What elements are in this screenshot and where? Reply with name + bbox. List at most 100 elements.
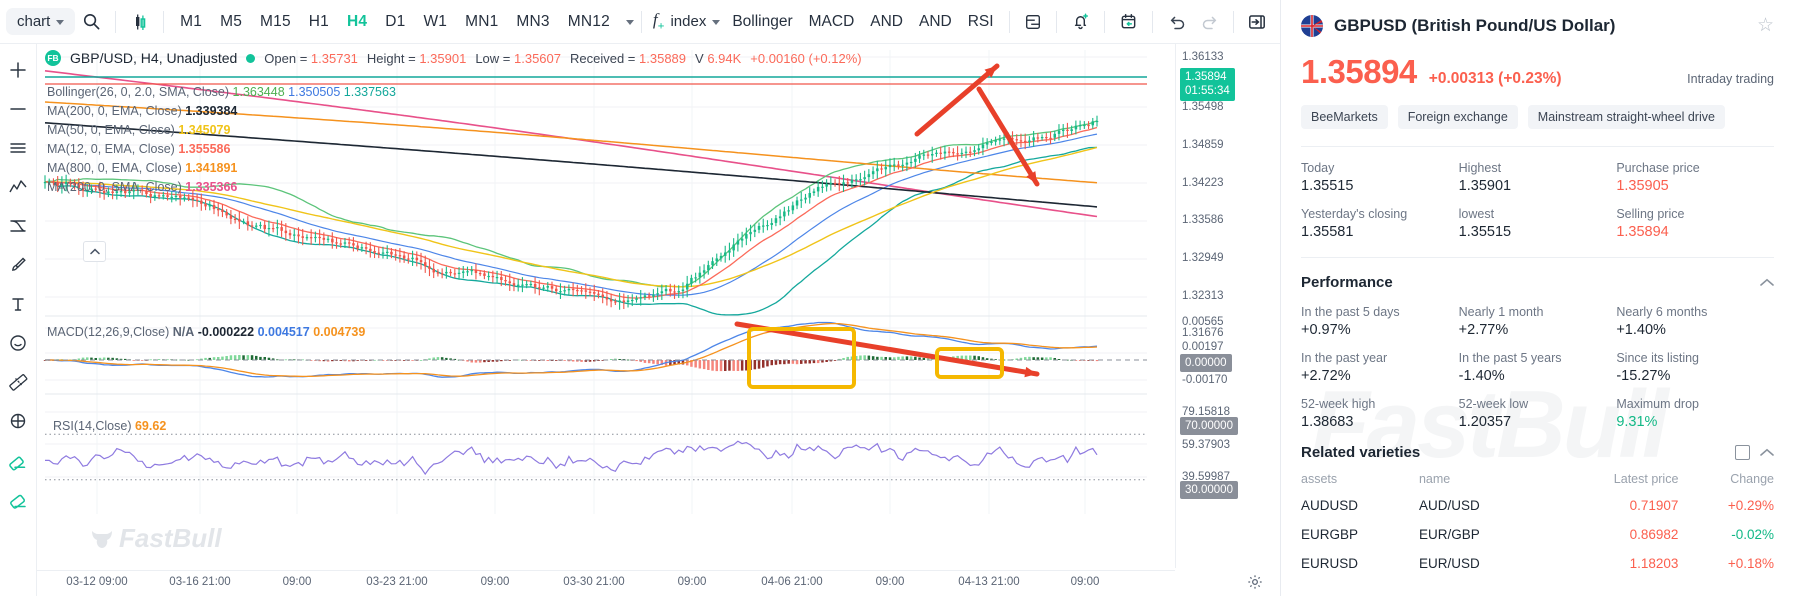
x-tick-1: 03-16 21:00 (169, 576, 231, 588)
chevron-up-icon (89, 248, 100, 255)
candlestick-icon[interactable] (123, 5, 156, 39)
legend-macd[interactable]: MACD(12,26,9,Close) N/A -0.000222 0.0045… (47, 325, 365, 339)
drawing-tool-rail (0, 44, 37, 596)
legend-macd-na: N/A (172, 325, 195, 339)
measure-icon[interactable] (5, 370, 31, 394)
horizontal-line-icon[interactable] (5, 97, 31, 121)
panel-intraday-label: Intraday trading (1687, 72, 1774, 86)
ohlc-high-label: Height = (366, 50, 420, 66)
emoji-icon[interactable] (5, 331, 31, 355)
legend-macd-hist: -0.000222 (197, 325, 255, 339)
table-row[interactable]: AUDUSD AUD/USD 0.71907 +0.29% (1301, 491, 1774, 520)
timeframe-h1[interactable]: H1 (308, 12, 329, 30)
timeframe-more-chevron-icon[interactable] (625, 20, 634, 25)
brush-icon[interactable] (5, 253, 31, 277)
quote-yesterday-label: Yesterday's closing (1301, 207, 1408, 221)
row-0-assets: AUDUSD (1301, 498, 1359, 513)
legend-ma200ema-name: MA(200, 0, EMA, Close) (47, 104, 182, 118)
time-axis[interactable]: 03-12 09:00 03-16 21:00 09:00 03-23 21:0… (37, 570, 1175, 596)
current-price-badge: 1.35894 01:55:34 (1180, 68, 1235, 101)
lock-icon[interactable] (5, 487, 31, 511)
perf-1-month: Nearly 1 month +2.77% (1459, 305, 1617, 338)
legend-ma-12-ema[interactable]: MA(12, 0, EMA, Close) 1.355586 (47, 142, 230, 156)
search-icon[interactable] (75, 5, 108, 39)
timeframe-d1[interactable]: D1 (385, 12, 406, 30)
perf-since-listing-value: -15.27% (1616, 368, 1671, 384)
indicator-bollinger[interactable]: Bollinger (732, 12, 793, 30)
legend-bollinger[interactable]: Bollinger(26, 0, 2.0, SMA, Close) 1.3634… (47, 85, 396, 99)
crosshair-icon[interactable] (5, 58, 31, 82)
alert-bell-icon[interactable] (1064, 5, 1097, 39)
indicator-and-2[interactable]: AND (919, 12, 952, 30)
timeframe-mn3[interactable]: MN3 (516, 12, 550, 30)
timeframe-m15[interactable]: M15 (260, 12, 291, 30)
legend-ma200sma-name: MA(200, 0, SMA, Close) (47, 180, 182, 194)
legend-ma-50-ema[interactable]: MA(50, 0, EMA, Close) 1.345079 (47, 123, 230, 137)
chart-canvas[interactable]: FastBull FB GBP/USD, H4, Unadjusted Open… (37, 44, 1280, 596)
rsi-tick-0: 79.15818 (1182, 406, 1230, 418)
perf-since-listing: Since its listing -15.27% (1616, 351, 1774, 384)
legend-rsi[interactable]: RSI(14,Close) 69.62 (53, 419, 166, 433)
fastbull-logo-text: FastBull (119, 523, 222, 553)
tag-mainstream[interactable]: Mainstream straight-wheel drive (1527, 105, 1725, 129)
row-1-price: 0.86982 (1629, 527, 1679, 542)
quote-lowest: lowest 1.35515 (1459, 207, 1617, 240)
collapse-panel-icon[interactable] (1241, 5, 1274, 39)
magnet-icon[interactable] (5, 409, 31, 433)
table-row[interactable]: EURUSD EUR/USD 1.18203 +0.18% (1301, 549, 1774, 578)
ohlc-low: Low = 1.35607 (475, 51, 561, 66)
chart-plot[interactable] (37, 44, 1175, 596)
fib-retracement-icon[interactable] (5, 214, 31, 238)
undo-icon[interactable] (1160, 5, 1193, 39)
legend-ma50-value: 1.345079 (178, 123, 231, 137)
ohlc-volume: V 6.94K (695, 51, 741, 66)
collapse-legend-button[interactable] (83, 241, 106, 262)
tag-foreign-exchange[interactable]: Foreign exchange (1397, 105, 1518, 129)
list-view-icon[interactable] (1735, 445, 1750, 460)
timeframe-w1[interactable]: W1 (423, 12, 448, 30)
timeframe-h4[interactable]: H4 (347, 12, 368, 30)
chevron-up-icon-performance[interactable] (1760, 275, 1774, 290)
table-row[interactable]: EURGBP EUR/GBP 0.86982 -0.02% (1301, 520, 1774, 549)
legend-ma800-name: MA(800, 0, EMA, Close) (47, 161, 182, 175)
legend-ma800-value: 1.341891 (185, 161, 238, 175)
y-tick-6: 1.32313 (1182, 290, 1224, 302)
y-tick-4: 1.33586 (1182, 214, 1224, 226)
chart-settings-gear-icon[interactable] (1246, 573, 1266, 593)
panel-divider-2 (1301, 257, 1774, 258)
layout-icon[interactable] (1017, 5, 1050, 39)
legend-ma-800-ema[interactable]: MA(800, 0, EMA, Close) 1.341891 (47, 161, 237, 175)
timeframe-m1[interactable]: M1 (180, 12, 203, 30)
legend-ma-200-ema[interactable]: MA(200, 0, EMA, Close) 1.339384 (47, 104, 237, 118)
x-tick-0: 03-12 09:00 (66, 576, 128, 588)
quote-today-value: 1.35515 (1301, 178, 1354, 194)
eraser-icon[interactable] (5, 448, 31, 472)
favorite-star-icon[interactable]: ☆ (1756, 15, 1774, 36)
row-2-price: 1.18203 (1629, 556, 1679, 571)
uk-us-flag-icon (1301, 14, 1323, 37)
price-axis[interactable]: 1.36133 1.35894 01:55:34 1.35498 1.34859… (1175, 44, 1280, 568)
chart-menu-button[interactable]: chart (6, 8, 76, 35)
indicator-and-1[interactable]: AND (870, 12, 903, 30)
tag-beemarkets[interactable]: BeeMarkets (1301, 105, 1388, 129)
text-tool-icon[interactable] (5, 292, 31, 316)
legend-ma-200-sma[interactable]: MA(200, 0, SMA, Close) 1.335366 (47, 180, 237, 194)
index-menu-button[interactable]: f+ index (649, 5, 724, 38)
calendar-icon[interactable] (1112, 5, 1145, 39)
parallel-lines-icon[interactable] (5, 136, 31, 160)
quote-selling-price: Selling price 1.35894 (1616, 207, 1774, 240)
x-tick-3: 03-23 21:00 (366, 576, 428, 588)
toolbar-divider-8 (1233, 10, 1235, 33)
redo-icon[interactable] (1193, 5, 1226, 39)
quote-selling-label: Selling price (1616, 207, 1685, 221)
timeframe-mn1[interactable]: MN1 (465, 12, 499, 30)
legend-macd-name: MACD(12,26,9,Close) (47, 325, 170, 339)
row-1-name: EUR/GBP (1418, 527, 1480, 542)
elliott-wave-icon[interactable] (5, 175, 31, 199)
timeframe-m5[interactable]: M5 (220, 12, 243, 30)
timeframe-mn12[interactable]: MN12 (567, 12, 610, 30)
chevron-up-icon-related[interactable] (1760, 445, 1774, 460)
indicator-macd[interactable]: MACD (808, 12, 855, 30)
indicator-rsi[interactable]: RSI (967, 12, 994, 30)
legend-bollinger-lower: 1.337563 (343, 85, 396, 99)
